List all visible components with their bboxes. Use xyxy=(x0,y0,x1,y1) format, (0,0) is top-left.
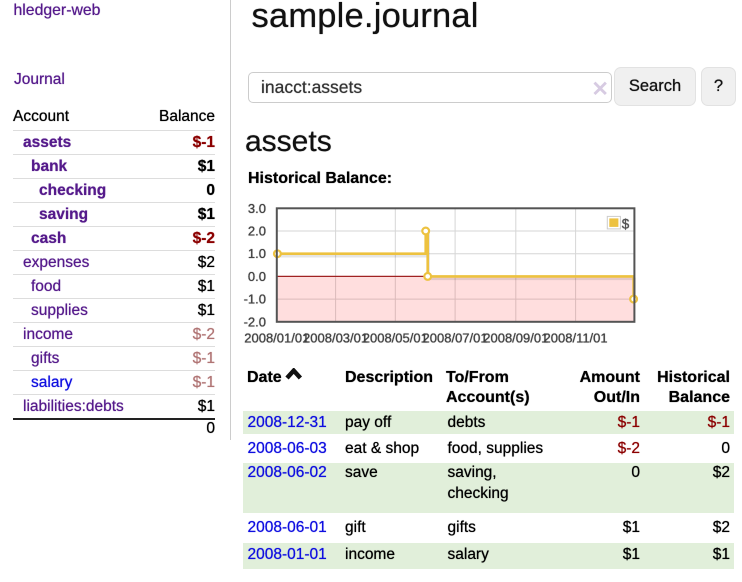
svg-text:$: $ xyxy=(622,217,630,232)
svg-text:0.0: 0.0 xyxy=(248,269,266,284)
svg-text:3.0: 3.0 xyxy=(248,201,266,216)
svg-text:2008/03/01: 2008/03/01 xyxy=(303,331,368,346)
svg-text:2.0: 2.0 xyxy=(248,224,266,239)
svg-text:-2.0: -2.0 xyxy=(244,314,266,329)
svg-text:2008/07/01: 2008/07/01 xyxy=(423,331,488,346)
svg-text:1.0: 1.0 xyxy=(248,246,266,261)
svg-text:2008/05/01: 2008/05/01 xyxy=(363,331,428,346)
svg-text:2008/01/01: 2008/01/01 xyxy=(244,331,309,346)
svg-text:-1.0: -1.0 xyxy=(244,292,266,307)
svg-text:2008/09/01: 2008/09/01 xyxy=(483,331,548,346)
svg-text:2008/11/01: 2008/11/01 xyxy=(544,331,608,346)
